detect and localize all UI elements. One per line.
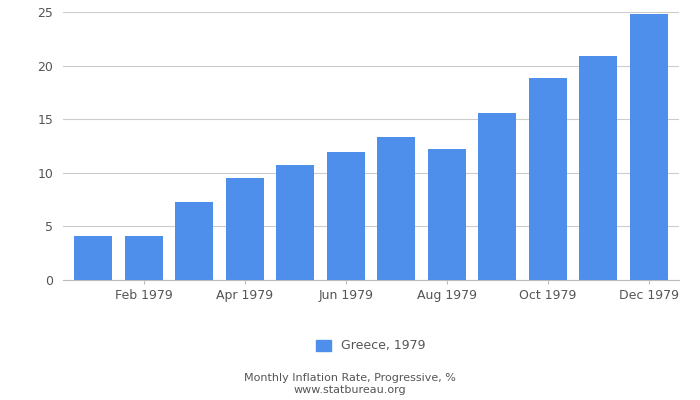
Bar xyxy=(327,152,365,280)
Text: Monthly Inflation Rate, Progressive, %: Monthly Inflation Rate, Progressive, % xyxy=(244,373,456,383)
Bar xyxy=(125,236,162,280)
Bar xyxy=(630,14,668,280)
Bar xyxy=(478,113,516,280)
Bar xyxy=(528,78,567,280)
Bar xyxy=(226,178,264,280)
Bar xyxy=(276,165,314,280)
Bar xyxy=(428,149,466,280)
Bar xyxy=(175,202,214,280)
Bar xyxy=(377,138,415,280)
Bar xyxy=(74,236,112,280)
Legend: Greece, 1979: Greece, 1979 xyxy=(312,334,430,358)
Bar xyxy=(580,56,617,280)
Text: www.statbureau.org: www.statbureau.org xyxy=(294,385,406,395)
